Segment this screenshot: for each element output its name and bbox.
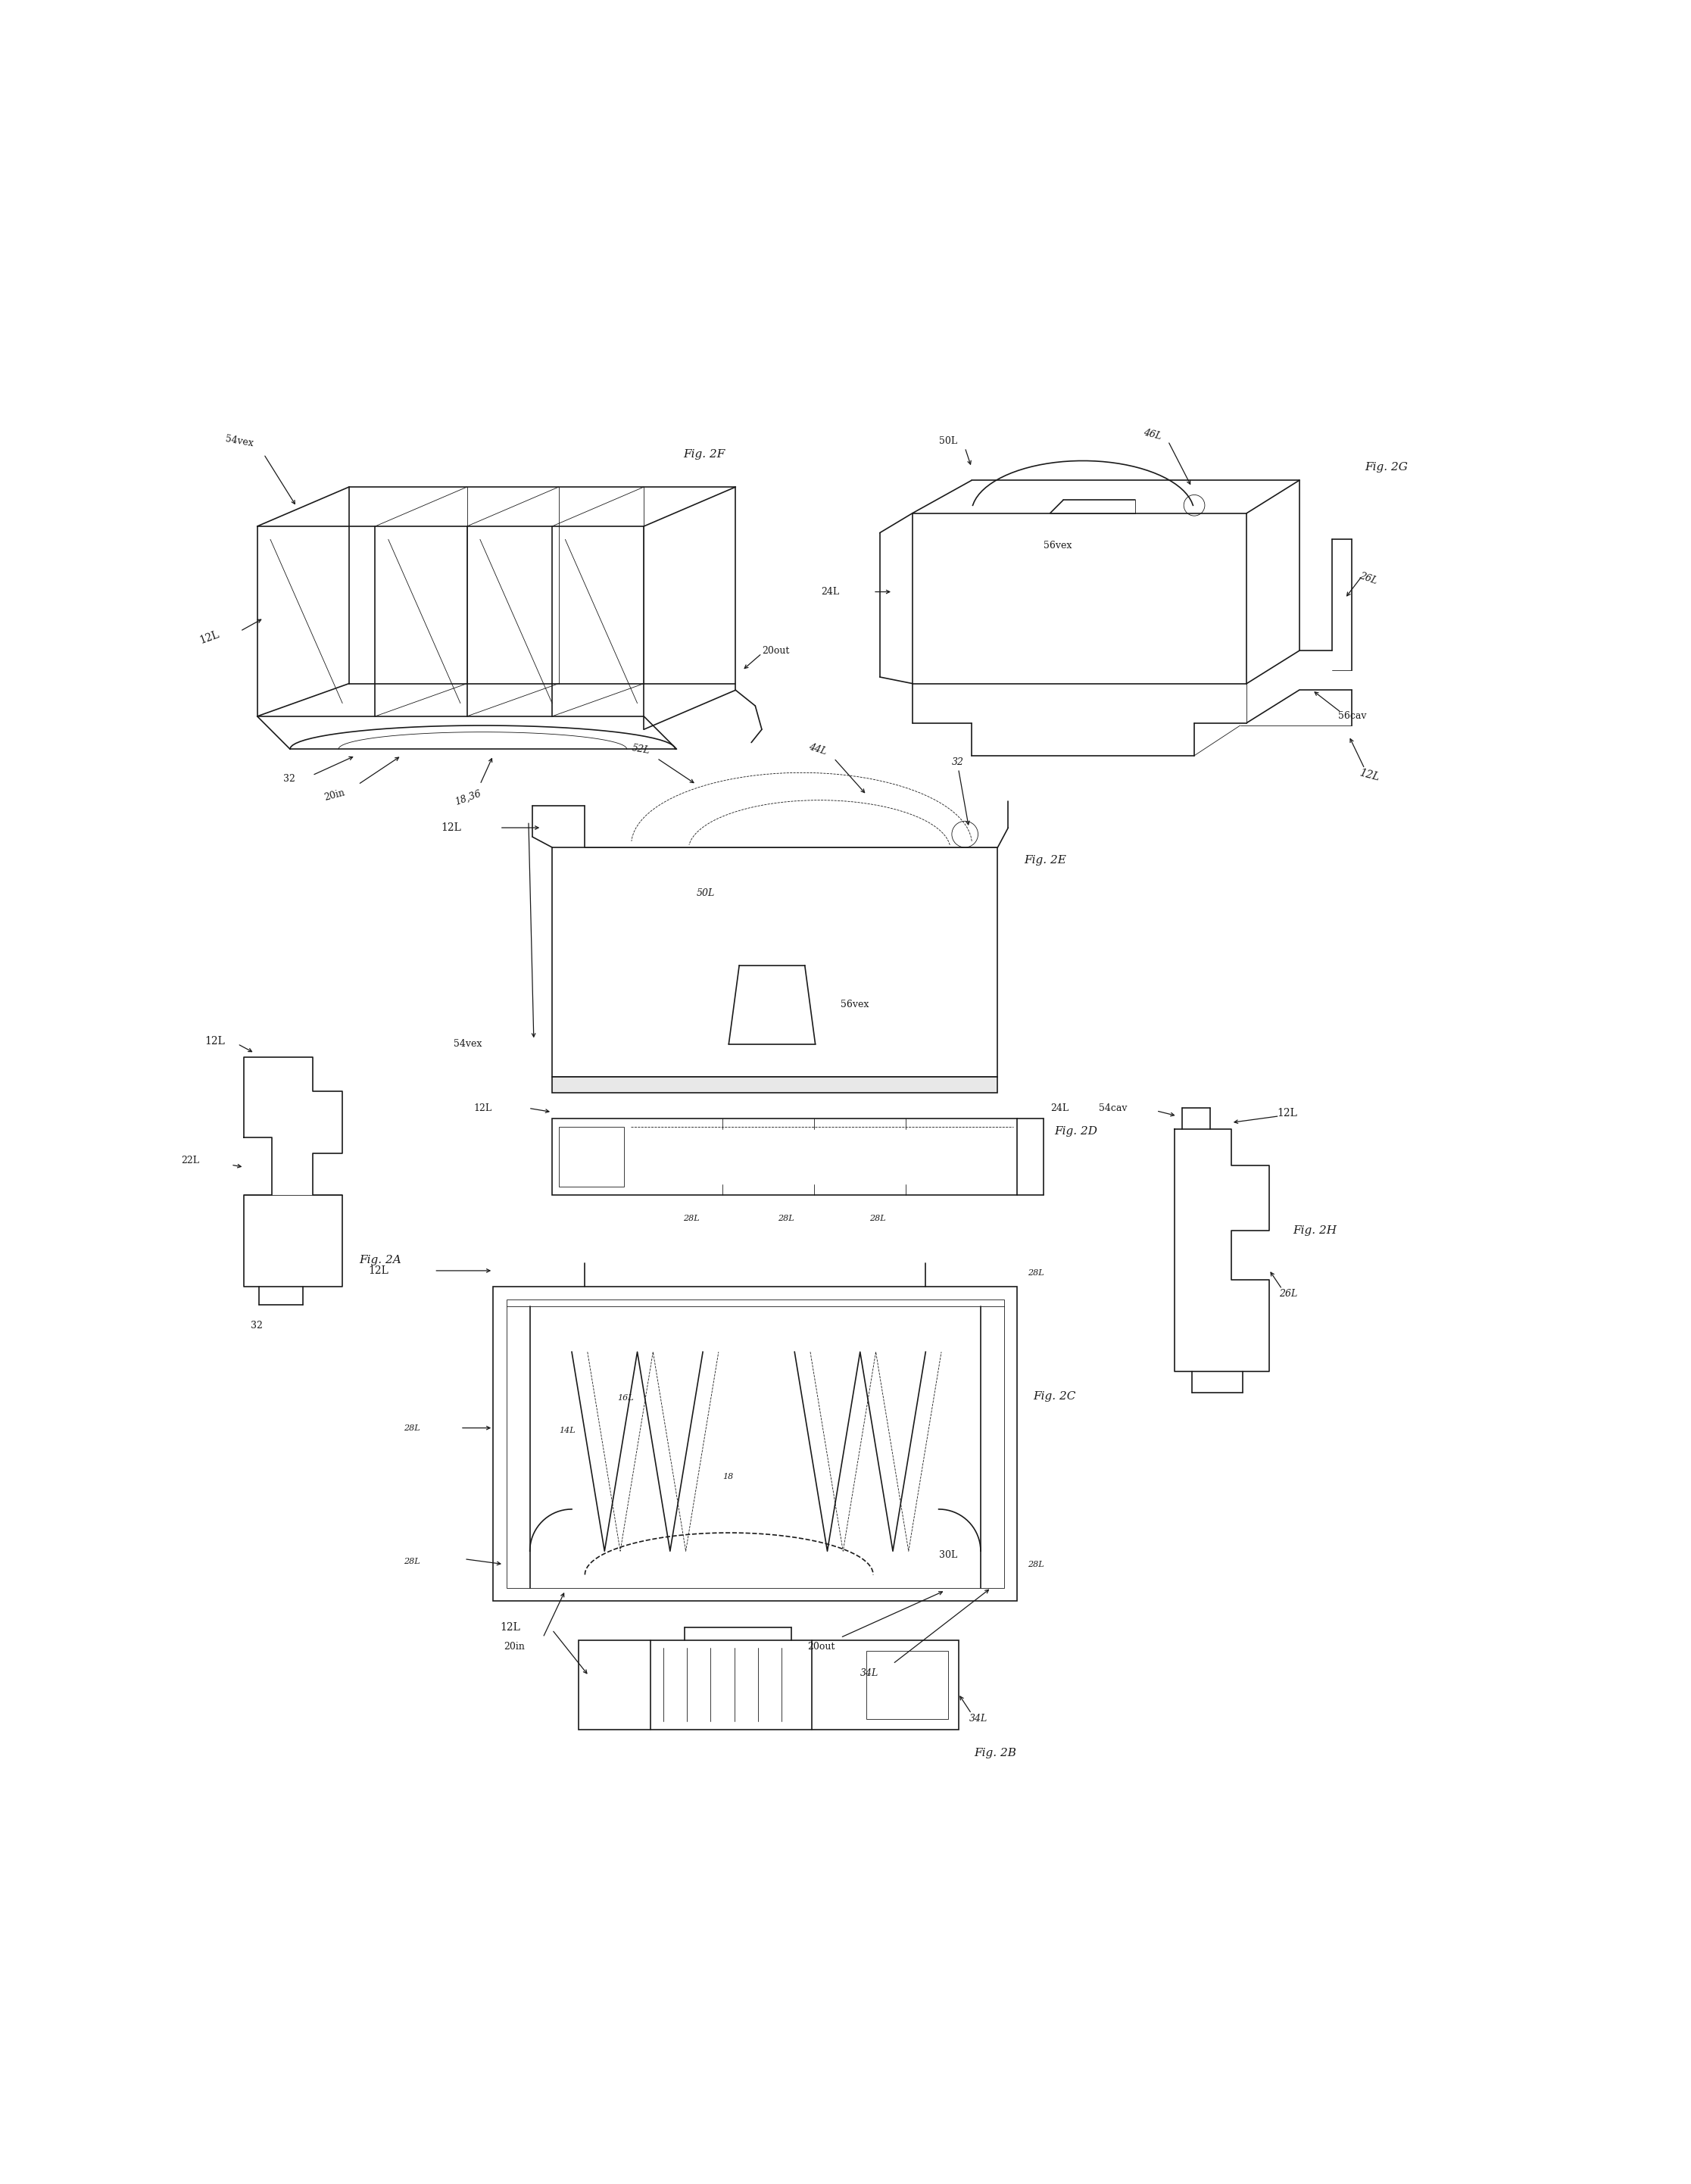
Text: 34L: 34L <box>861 1669 878 1677</box>
Text: 56vex: 56vex <box>840 1000 869 1009</box>
Text: 26L: 26L <box>1280 1289 1297 1299</box>
Text: 34L: 34L <box>969 1714 988 1723</box>
Text: 20out: 20out <box>763 646 790 655</box>
Text: 26L: 26L <box>1358 570 1378 587</box>
Text: 12L: 12L <box>1277 1107 1297 1118</box>
Bar <box>578 1640 959 1730</box>
Text: 32: 32 <box>952 758 964 767</box>
Text: 12L: 12L <box>1358 767 1380 784</box>
Text: 12L: 12L <box>501 1623 521 1631</box>
Text: 44L: 44L <box>808 743 829 756</box>
Text: Fig. 2D: Fig. 2D <box>1053 1127 1097 1138</box>
Text: Fig. 2C: Fig. 2C <box>1033 1391 1075 1402</box>
Text: 32: 32 <box>250 1321 262 1330</box>
Text: 56vex: 56vex <box>1043 542 1072 550</box>
Text: 50L: 50L <box>697 889 715 898</box>
Text: 32: 32 <box>284 775 296 784</box>
Text: 12L: 12L <box>198 629 222 646</box>
Text: 30L: 30L <box>939 1551 957 1559</box>
Text: 12L: 12L <box>473 1103 492 1114</box>
Bar <box>551 1118 1018 1195</box>
Text: Fig. 2B: Fig. 2B <box>974 1747 1016 1758</box>
Text: 56cav: 56cav <box>1339 712 1366 721</box>
Text: 54cav: 54cav <box>1099 1103 1126 1114</box>
Text: 28L: 28L <box>404 1557 421 1566</box>
Text: 18,36: 18,36 <box>453 788 484 806</box>
Text: 28L: 28L <box>683 1214 700 1223</box>
Text: 52L: 52L <box>631 743 651 756</box>
Bar <box>506 1299 1004 1588</box>
Text: 18: 18 <box>722 1472 734 1481</box>
Bar <box>551 847 998 1077</box>
Text: 46L: 46L <box>1141 428 1162 441</box>
Bar <box>558 1127 624 1186</box>
Text: Fig. 2G: Fig. 2G <box>1365 463 1407 472</box>
Text: 50L: 50L <box>939 437 957 446</box>
Text: 54vex: 54vex <box>225 435 254 448</box>
Text: Fig. 2H: Fig. 2H <box>1292 1225 1336 1236</box>
Text: 20in: 20in <box>504 1642 524 1651</box>
Text: 28L: 28L <box>869 1214 886 1223</box>
Bar <box>551 1077 998 1092</box>
Text: 20out: 20out <box>808 1642 835 1651</box>
Text: 20in: 20in <box>323 788 345 802</box>
Text: 28L: 28L <box>778 1214 793 1223</box>
Text: 28L: 28L <box>404 1424 421 1433</box>
Text: 12L: 12L <box>205 1035 225 1046</box>
Bar <box>866 1651 949 1719</box>
Text: 12L: 12L <box>441 823 462 832</box>
Text: 14L: 14L <box>558 1426 575 1435</box>
Text: Fig. 2A: Fig. 2A <box>360 1256 402 1265</box>
Text: Fig. 2F: Fig. 2F <box>683 450 725 459</box>
Text: Fig. 2E: Fig. 2E <box>1025 856 1067 865</box>
Text: 12L: 12L <box>369 1265 389 1275</box>
Text: 28L: 28L <box>1028 1559 1045 1568</box>
Text: 16L: 16L <box>617 1393 634 1402</box>
Bar <box>494 1286 1018 1601</box>
Text: 24L: 24L <box>1050 1103 1069 1114</box>
Text: 22L: 22L <box>181 1155 200 1166</box>
Text: 24L: 24L <box>820 587 839 596</box>
Text: 28L: 28L <box>1028 1269 1045 1278</box>
Text: 54vex: 54vex <box>453 1040 482 1048</box>
